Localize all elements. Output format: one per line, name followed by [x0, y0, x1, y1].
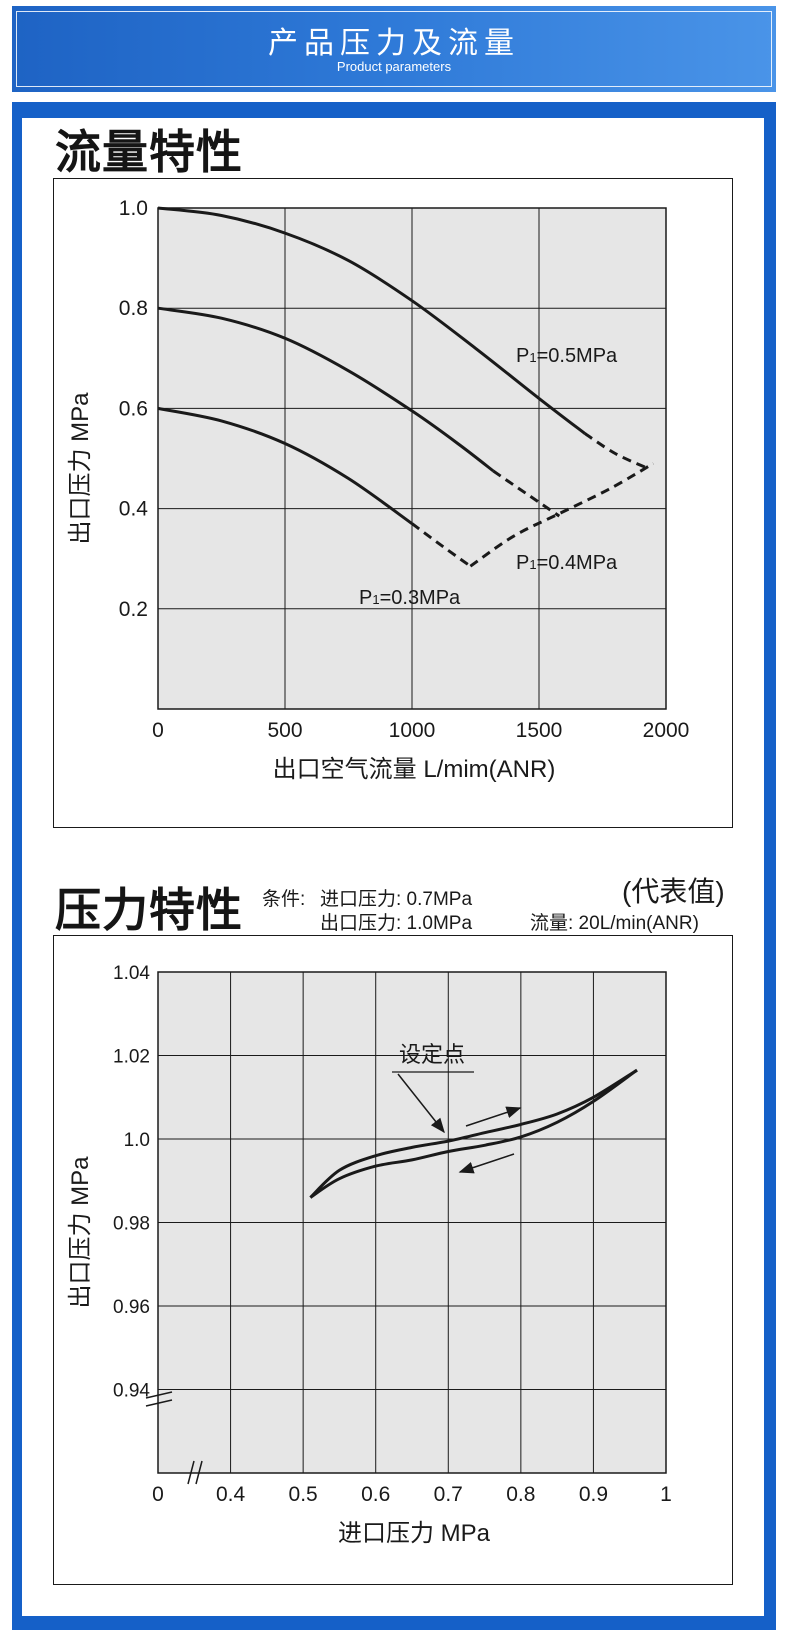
pressure-y-tick-label: 1.04: [113, 963, 150, 984]
pressure-y-axis-label: 出口压力 MPa: [67, 1156, 94, 1309]
flow-series-line: [157, 406, 413, 525]
flow-series-label: P1=0.5MPa: [516, 345, 618, 367]
flow-x-tick-label: 0: [152, 719, 164, 742]
condition-outlet: 出口压力: 1.0MPa: [320, 913, 473, 934]
condition-flow: 流量: 20L/min(ANR): [530, 913, 699, 934]
flow-x-tick-label: 2000: [643, 719, 690, 742]
flow-series-dashed: [583, 432, 649, 470]
pressure-x-tick-label: 0.7: [434, 1483, 463, 1506]
flow-chart-box: 0 500 1000 1500 2000 0.2 0.4 0.6 0.8 1.0 P1=0.5MPa…: [53, 178, 733, 828]
flow-chart: 0 500 1000 1500 2000 0.2 0.4 0.6 0.8 1.0 P1=0.5MPa…: [67, 197, 690, 783]
pressure-x-axis-label: 进口压力 MPa: [338, 1520, 491, 1547]
pressure-x-tick-label: 0.9: [579, 1483, 608, 1506]
setpoint-pointer: [397, 1073, 445, 1134]
y-axis-break-mark: [145, 1391, 173, 1399]
pressure-x-tick-label: 0.6: [361, 1483, 390, 1506]
flow-section-title: 流量特性: [55, 125, 243, 179]
flow-y-tick-label: 0.2: [119, 598, 148, 621]
pressure-series-line: [309, 1068, 638, 1199]
pressure-x-tick-label: 1: [660, 1483, 672, 1506]
pressure-y-tick-label: 0.94: [113, 1381, 150, 1402]
flow-x-tick-label: 1500: [516, 719, 563, 742]
pressure-series-line: [309, 1068, 638, 1199]
flow-series-label: P1=0.4MPa: [516, 552, 618, 574]
setpoint-label: 设定点: [399, 1042, 465, 1067]
pressure-y-tick-label: 1.02: [113, 1047, 150, 1068]
pressure-y-tick-label: 1.0: [124, 1130, 150, 1151]
conditions-label: 条件:: [262, 889, 306, 910]
flow-y-axis-label: 出口压力 MPa: [67, 392, 94, 545]
pressure-chart: 0 0.4 0.5 0.6 0.7 0.8 0.9 1 0.94 0.96 0.98 1.0 1.02 1…: [67, 963, 672, 1547]
flow-y-tick-label: 0.8: [119, 297, 148, 320]
pressure-y-tick-label: 0.96: [113, 1297, 150, 1318]
pressure-x-tick-label: 0.8: [506, 1483, 535, 1506]
banner-border: [16, 11, 772, 87]
flow-series-dashed: [492, 469, 561, 518]
header-banner: 产品压力及流量 Product parameters: [12, 6, 776, 92]
pressure-x-tick-label: 0.5: [289, 1483, 318, 1506]
decreasing-arrow: [458, 1153, 515, 1174]
flow-series-line: [157, 306, 495, 473]
pressure-section-title: 压力特性: [55, 883, 243, 937]
flow-x-tick-label: 500: [267, 719, 302, 742]
representative-value-note: (代表值): [622, 876, 725, 907]
pressure-y-tick-label: 0.98: [113, 1214, 150, 1235]
pressure-chart-box: 0 0.4 0.5 0.6 0.7 0.8 0.9 1 0.94 0.96 0.98 1.0 1.02 1…: [53, 935, 733, 1585]
flow-x-tick-label: 1000: [389, 719, 436, 742]
pressure-x-tick-label: 0: [152, 1483, 164, 1506]
x-axis-break-mark: [187, 1460, 195, 1485]
flow-series-line: [157, 206, 586, 435]
flow-series-label: P1=0.3MPa: [359, 587, 461, 609]
condition-inlet: 进口压力: 0.7MPa: [320, 889, 473, 910]
flow-y-tick-label: 1.0: [119, 197, 148, 220]
pressure-x-tick-label: 0.4: [216, 1483, 246, 1506]
x-axis-break-mark: [195, 1460, 203, 1485]
flow-y-tick-label: 0.4: [119, 498, 149, 521]
header-title: 产品压力及流量: [268, 26, 520, 61]
y-axis-break-mark: [145, 1399, 173, 1407]
flow-y-tick-label: 0.6: [119, 397, 148, 420]
flow-x-axis-label: 出口空气流量 L/mim(ANR): [273, 756, 556, 783]
increasing-arrow: [465, 1106, 522, 1127]
flow-series-dashed: [411, 522, 472, 568]
header-subtitle: Product parameters: [336, 59, 452, 74]
flow-dashed-connector: [469, 462, 655, 568]
